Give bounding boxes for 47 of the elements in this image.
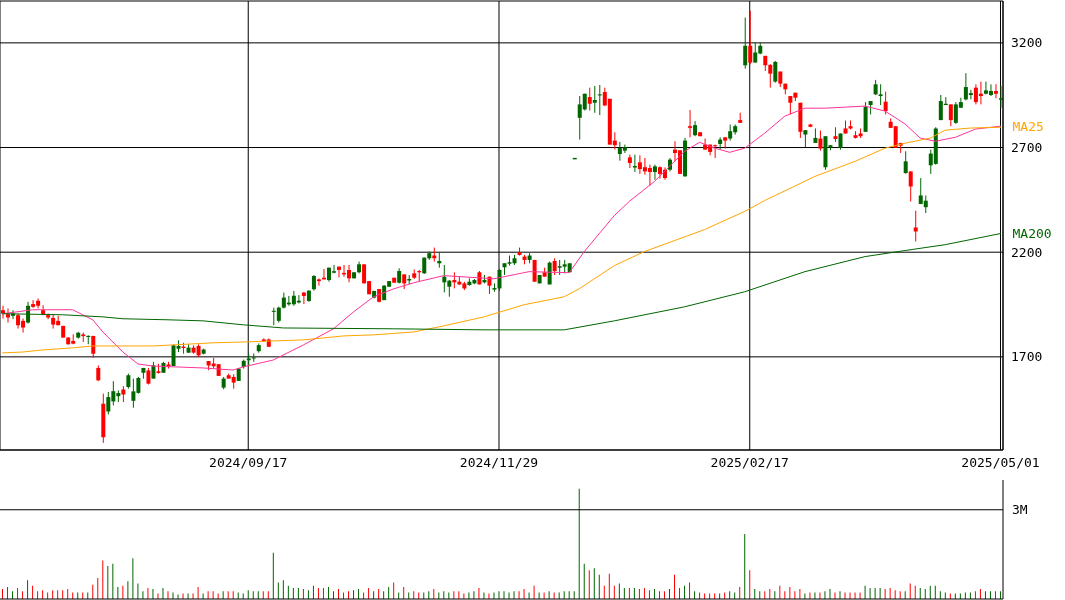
candlestick bbox=[688, 109, 693, 138]
candlestick bbox=[647, 164, 652, 187]
series-label: MA200 bbox=[1012, 225, 1052, 241]
y-tick-label: 1700 bbox=[1011, 349, 1043, 365]
series-label: MA25 bbox=[1012, 119, 1044, 135]
candlestick bbox=[337, 266, 342, 278]
candlestick bbox=[768, 63, 773, 89]
candlestick bbox=[908, 170, 913, 203]
y-tick-label: 2200 bbox=[1011, 244, 1043, 260]
candlestick bbox=[748, 10, 753, 65]
candlestick bbox=[968, 89, 973, 100]
candlestick bbox=[993, 83, 998, 99]
x-tick-label: 2025/05/01 bbox=[961, 455, 1040, 471]
ref-line-label: 3M bbox=[1012, 502, 1028, 518]
candlestick bbox=[913, 210, 918, 243]
x-tick-label: 2024/11/29 bbox=[459, 455, 539, 471]
candlestick bbox=[6, 308, 11, 324]
candlestick bbox=[131, 378, 136, 409]
candlestick bbox=[903, 150, 908, 175]
candlestick bbox=[31, 299, 36, 309]
candlestick bbox=[988, 83, 993, 97]
candlestick bbox=[1, 305, 5, 320]
candlestick bbox=[106, 391, 111, 415]
candlestick bbox=[703, 138, 708, 151]
candlestick bbox=[948, 103, 953, 127]
candlestick bbox=[592, 85, 597, 114]
candlestick bbox=[883, 91, 888, 115]
candlestick bbox=[597, 84, 602, 116]
candlestick bbox=[627, 154, 632, 169]
line-series bbox=[2, 233, 1001, 331]
candlestick bbox=[622, 144, 627, 154]
candlestick bbox=[743, 17, 748, 70]
candlestick bbox=[998, 85, 1003, 109]
candlestick bbox=[773, 60, 778, 84]
candlestick bbox=[753, 41, 758, 64]
candlestick bbox=[788, 95, 793, 115]
candlestick bbox=[587, 87, 592, 111]
candlestick bbox=[652, 164, 657, 181]
y-tick-label: 2700 bbox=[1011, 140, 1043, 156]
candlestick bbox=[818, 130, 823, 152]
candlestick bbox=[878, 83, 883, 106]
candlestick bbox=[301, 291, 306, 305]
y-tick-label: 3200 bbox=[1011, 35, 1043, 51]
candlestick bbox=[316, 277, 321, 287]
x-tick-label: 2025/02/17 bbox=[710, 455, 789, 471]
x-tick-label: 2024/09/17 bbox=[209, 455, 288, 471]
candlestick bbox=[632, 154, 637, 173]
